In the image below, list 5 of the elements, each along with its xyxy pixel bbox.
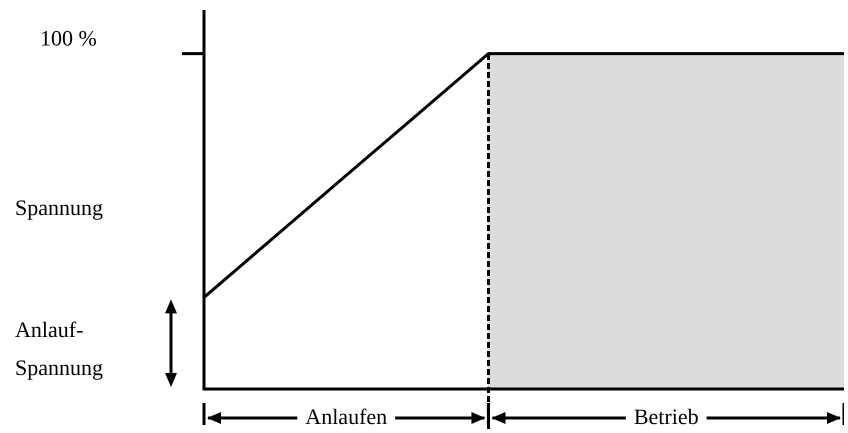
text: Betrieb [634,404,699,429]
y-axis-title: Spannung [15,195,103,220]
text: 100 % [40,25,97,50]
text: Anlaufen [305,404,388,429]
text: Anlauf- Spannung [15,317,103,380]
